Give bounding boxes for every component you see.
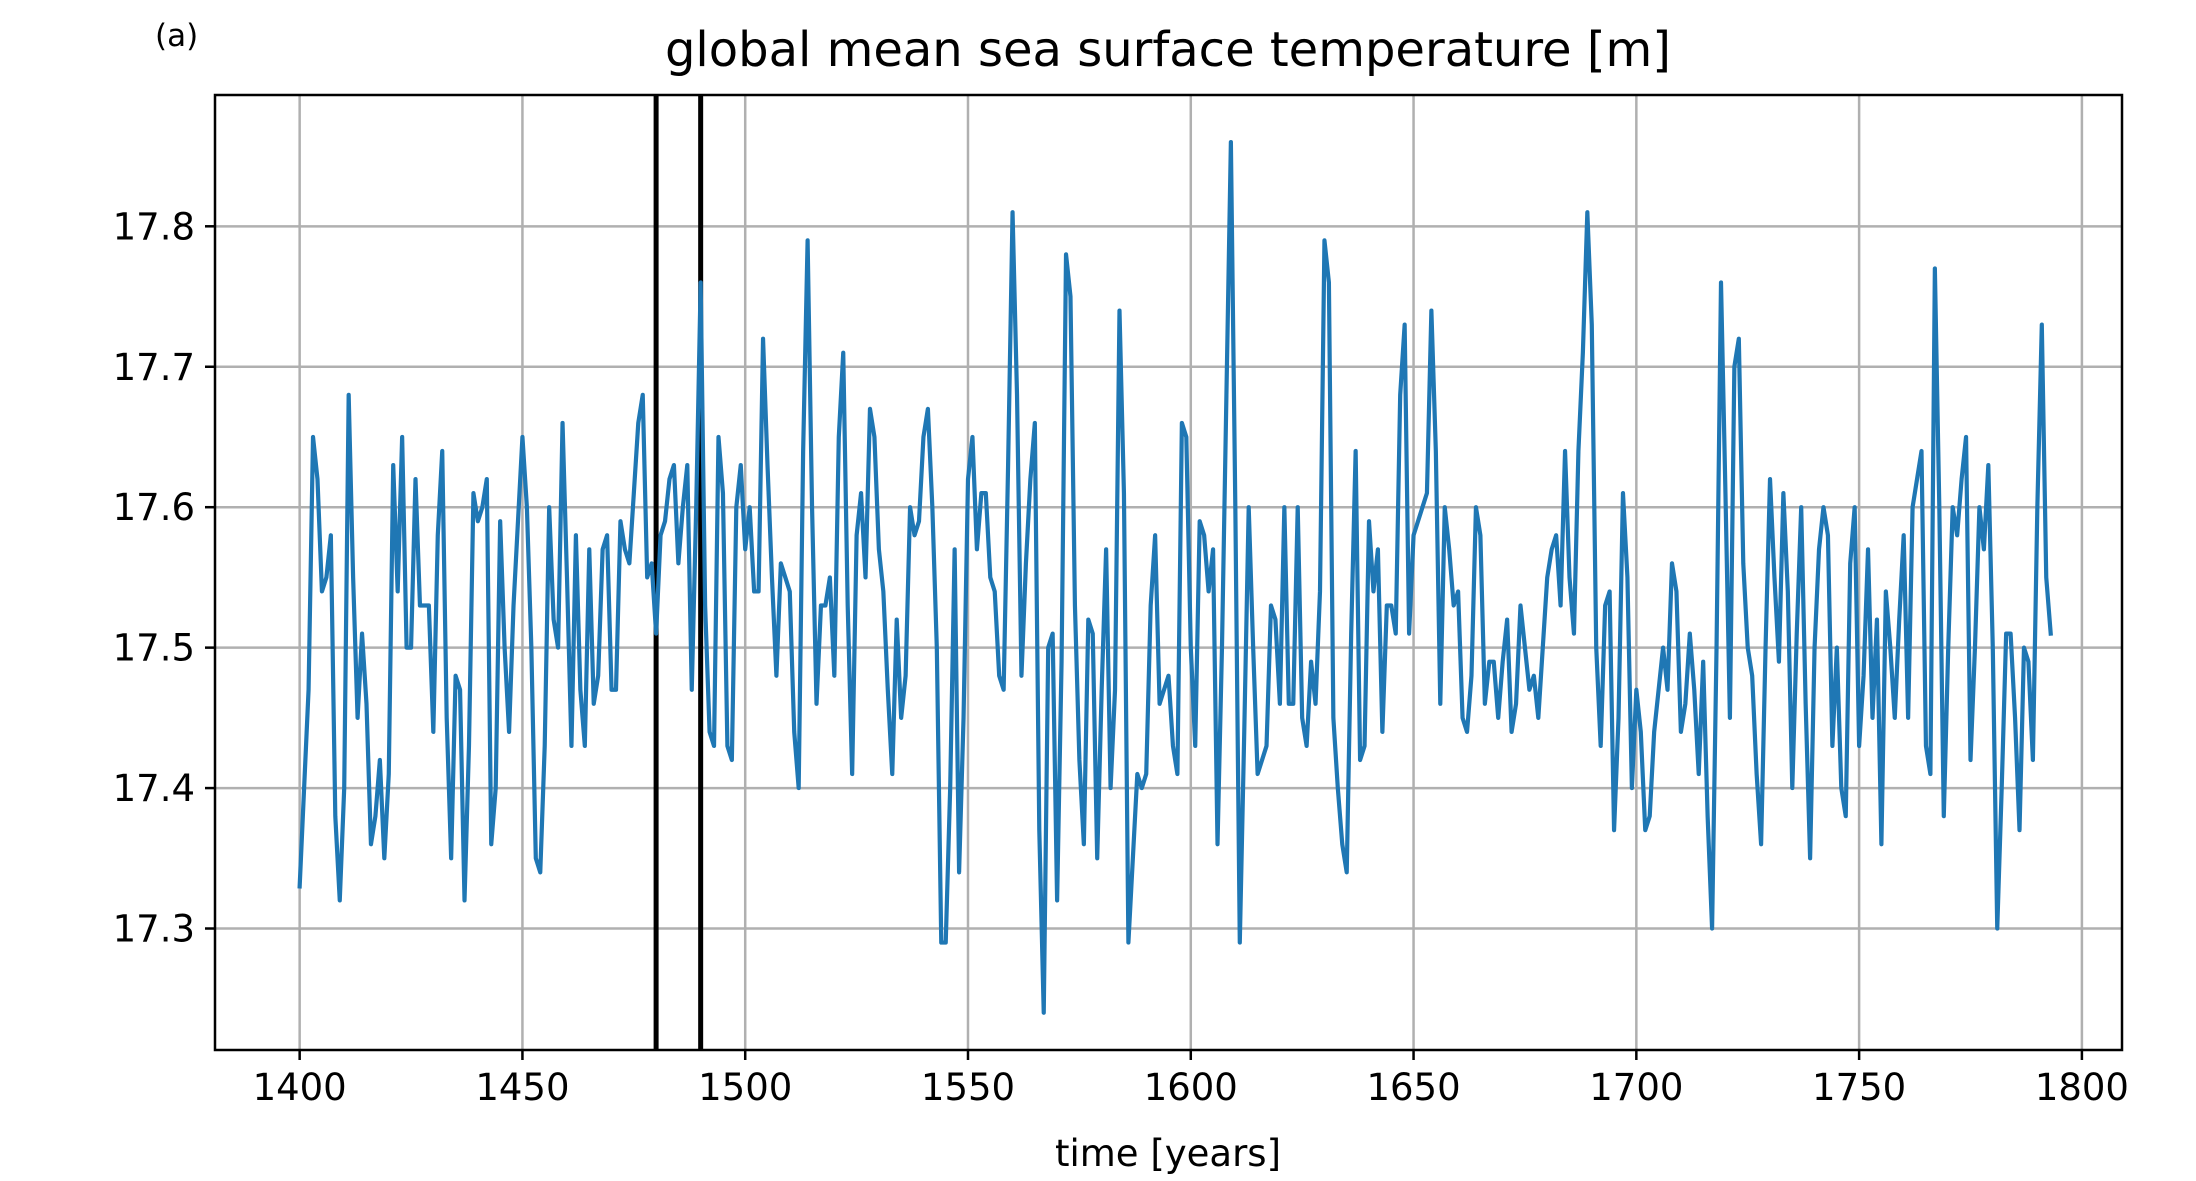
y-tick-label: 17.5 — [113, 627, 195, 670]
panel-label: (a) — [155, 18, 198, 54]
y-tick-label: 17.4 — [113, 767, 195, 810]
chart-title: global mean sea surface temperature [m] — [665, 22, 1671, 78]
x-tick-label: 1500 — [698, 1066, 792, 1109]
plot-area — [297, 139, 2053, 1015]
x-tick-label: 1550 — [921, 1066, 1015, 1109]
vertical-markers — [653, 95, 704, 1050]
x-tick-label: 1700 — [1589, 1066, 1683, 1109]
series-line — [297, 139, 2053, 1015]
axes-frame — [213, 93, 2124, 1052]
y-tick-label: 17.3 — [113, 908, 195, 951]
x-tick-label: 1600 — [1144, 1066, 1238, 1109]
x-axis-label: time [years] — [1055, 1132, 1281, 1175]
y-tick-label: 17.6 — [113, 486, 195, 529]
y-axis-ticks: 17.3 17.4 17.5 17.6 17.7 17.8 — [113, 205, 215, 951]
x-tick-label: 1400 — [253, 1066, 347, 1109]
y-tick-label: 17.8 — [113, 205, 195, 248]
x-tick-label: 1750 — [1812, 1066, 1906, 1109]
x-axis-ticks: 1400 1450 1500 1550 1600 1650 1700 1750 1800 — [253, 1050, 2129, 1109]
x-tick-label: 1800 — [2035, 1066, 2129, 1109]
y-tick-label: 17.7 — [113, 346, 195, 389]
x-tick-label: 1450 — [475, 1066, 569, 1109]
x-tick-label: 1650 — [1366, 1066, 1460, 1109]
